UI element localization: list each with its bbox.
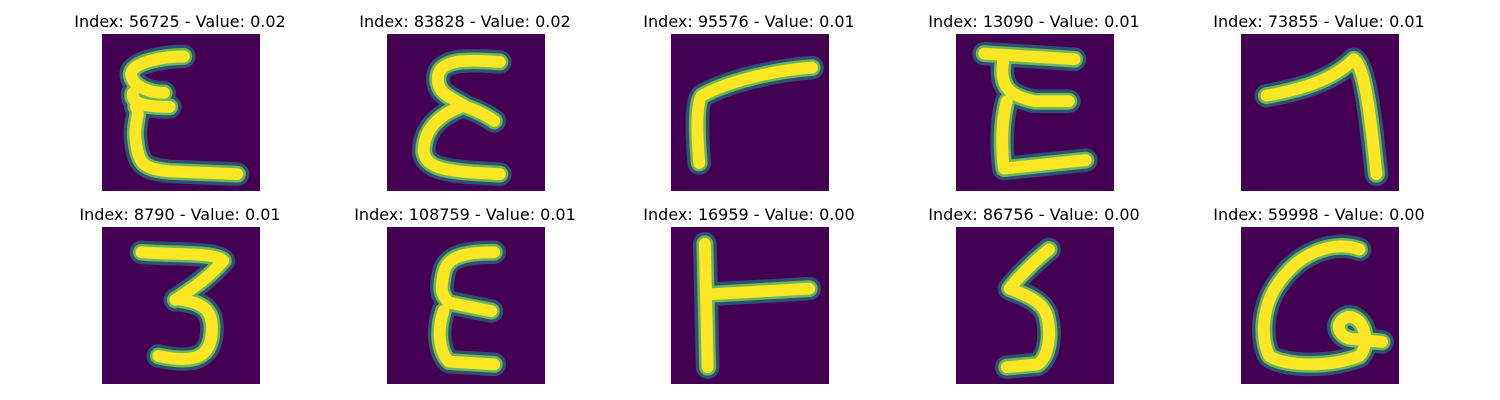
panel: Index: 8790 - Value: 0.01 [50,205,310,385]
panel-title: Index: 86756 - Value: 0.00 [904,205,1164,225]
panel-title: Index: 108759 - Value: 0.01 [335,205,595,225]
panel: Index: 59998 - Value: 0.00 [1189,205,1449,385]
panel: Index: 108759 - Value: 0.01 [335,205,595,385]
panel-title: Index: 59998 - Value: 0.00 [1189,205,1449,225]
digit-image [387,34,545,191]
panel-title: Index: 83828 - Value: 0.02 [335,12,595,32]
digit-image [956,34,1114,191]
digit-image [387,227,545,384]
panel-title: Index: 16959 - Value: 0.00 [619,205,879,225]
panel: Index: 73855 - Value: 0.01 [1189,12,1449,192]
panel: Index: 56725 - Value: 0.02 [50,12,310,192]
panel-title: Index: 95576 - Value: 0.01 [619,12,879,32]
digit-image [1241,227,1399,384]
panel-title: Index: 73855 - Value: 0.01 [1189,12,1449,32]
digit-image [956,227,1114,384]
panel: Index: 83828 - Value: 0.02 [335,12,595,192]
panel: Index: 16959 - Value: 0.00 [619,205,879,385]
digit-image [102,34,260,191]
panel: Index: 13090 - Value: 0.01 [904,12,1164,192]
panel: Index: 86756 - Value: 0.00 [904,205,1164,385]
digit-image [671,227,829,384]
digit-image [1241,34,1399,191]
panel-title: Index: 8790 - Value: 0.01 [50,205,310,225]
panel-title: Index: 13090 - Value: 0.01 [904,12,1164,32]
digit-image [102,227,260,384]
digit-image [671,34,829,191]
panel: Index: 95576 - Value: 0.01 [619,12,879,192]
panel-title: Index: 56725 - Value: 0.02 [50,12,310,32]
